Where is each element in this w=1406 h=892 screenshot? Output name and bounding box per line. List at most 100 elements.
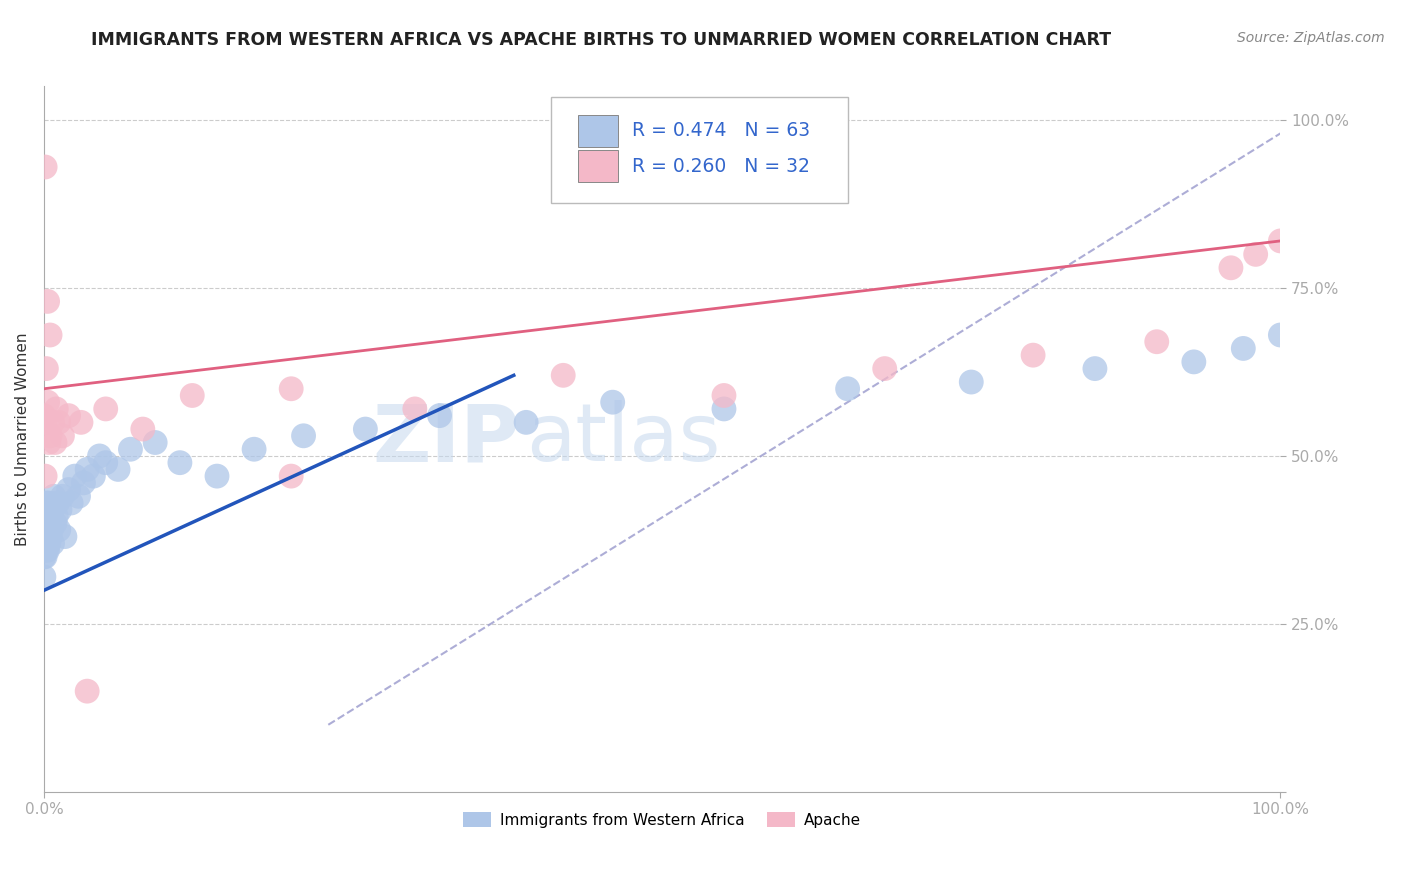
Point: [89, 449, 111, 463]
Point: [60, 496, 83, 510]
Point: [1146, 334, 1168, 349]
Point: [960, 375, 983, 389]
Point: [41, 536, 63, 550]
FancyBboxPatch shape: [578, 150, 617, 182]
Point: [51, 489, 73, 503]
Point: [32, 543, 55, 558]
Text: atlas: atlas: [526, 401, 720, 478]
Text: ZIP: ZIP: [373, 401, 520, 478]
Point: [32, 516, 55, 531]
Point: [32, 409, 55, 423]
Point: [37, 395, 59, 409]
Point: [34, 509, 56, 524]
Point: [837, 382, 859, 396]
Point: [35, 543, 58, 558]
Point: [58, 409, 80, 423]
Y-axis label: Births to Unmarried Women: Births to Unmarried Women: [15, 333, 30, 546]
Point: [34, 523, 56, 537]
Point: [181, 388, 204, 402]
Point: [38, 516, 60, 531]
Point: [120, 442, 142, 457]
Point: [94, 456, 117, 470]
Point: [404, 401, 426, 416]
Point: [39, 328, 62, 343]
Point: [169, 456, 191, 470]
Point: [82, 469, 104, 483]
Point: [39, 429, 62, 443]
Legend: Immigrants from Western Africa, Apache: Immigrants from Western Africa, Apache: [457, 805, 868, 834]
Point: [72, 475, 94, 490]
Point: [44, 516, 66, 531]
Point: [38, 536, 60, 550]
Point: [515, 415, 537, 429]
Point: [35, 516, 58, 531]
Point: [34, 415, 56, 429]
Point: [37, 543, 59, 558]
Point: [37, 523, 59, 537]
Point: [34, 469, 56, 483]
Point: [713, 388, 735, 402]
Point: [553, 368, 575, 383]
Point: [35, 496, 58, 510]
Point: [32, 549, 55, 564]
Point: [34, 549, 56, 564]
Point: [48, 415, 70, 429]
Point: [243, 442, 266, 457]
Point: [63, 469, 86, 483]
Point: [205, 469, 228, 483]
Point: [49, 502, 72, 516]
FancyBboxPatch shape: [551, 97, 848, 202]
Point: [35, 361, 58, 376]
Point: [35, 536, 58, 550]
Point: [67, 489, 90, 503]
Point: [35, 530, 58, 544]
Point: [1270, 328, 1292, 343]
Point: [280, 469, 302, 483]
Point: [39, 530, 62, 544]
Point: [53, 530, 76, 544]
Point: [34, 502, 56, 516]
Point: [143, 435, 166, 450]
Point: [107, 462, 129, 476]
Text: R = 0.260   N = 32: R = 0.260 N = 32: [633, 157, 810, 176]
Point: [70, 415, 93, 429]
Point: [34, 530, 56, 544]
Text: Source: ZipAtlas.com: Source: ZipAtlas.com: [1237, 31, 1385, 45]
Point: [46, 496, 69, 510]
Point: [37, 530, 59, 544]
Point: [1084, 361, 1107, 376]
Point: [76, 684, 98, 698]
Point: [41, 502, 63, 516]
Text: R = 0.474   N = 63: R = 0.474 N = 63: [633, 121, 811, 140]
Point: [58, 483, 80, 497]
Point: [48, 523, 70, 537]
Point: [32, 530, 55, 544]
Point: [1182, 355, 1205, 369]
Point: [32, 570, 55, 584]
Text: IMMIGRANTS FROM WESTERN AFRICA VS APACHE BIRTHS TO UNMARRIED WOMEN CORRELATION C: IMMIGRANTS FROM WESTERN AFRICA VS APACHE…: [91, 31, 1112, 49]
Point: [34, 536, 56, 550]
Point: [280, 382, 302, 396]
Point: [713, 401, 735, 416]
Point: [292, 429, 315, 443]
Point: [45, 509, 67, 524]
Point: [41, 415, 63, 429]
Point: [76, 462, 98, 476]
Point: [51, 429, 73, 443]
FancyBboxPatch shape: [578, 115, 617, 146]
Point: [42, 489, 65, 503]
Point: [39, 509, 62, 524]
Point: [38, 435, 60, 450]
Point: [1270, 234, 1292, 248]
Point: [354, 422, 377, 436]
Point: [602, 395, 624, 409]
Point: [132, 422, 155, 436]
Point: [44, 435, 66, 450]
Point: [1232, 342, 1254, 356]
Point: [37, 294, 59, 309]
Point: [429, 409, 451, 423]
Point: [1244, 247, 1267, 261]
Point: [1022, 348, 1045, 362]
Point: [45, 401, 67, 416]
Point: [38, 496, 60, 510]
